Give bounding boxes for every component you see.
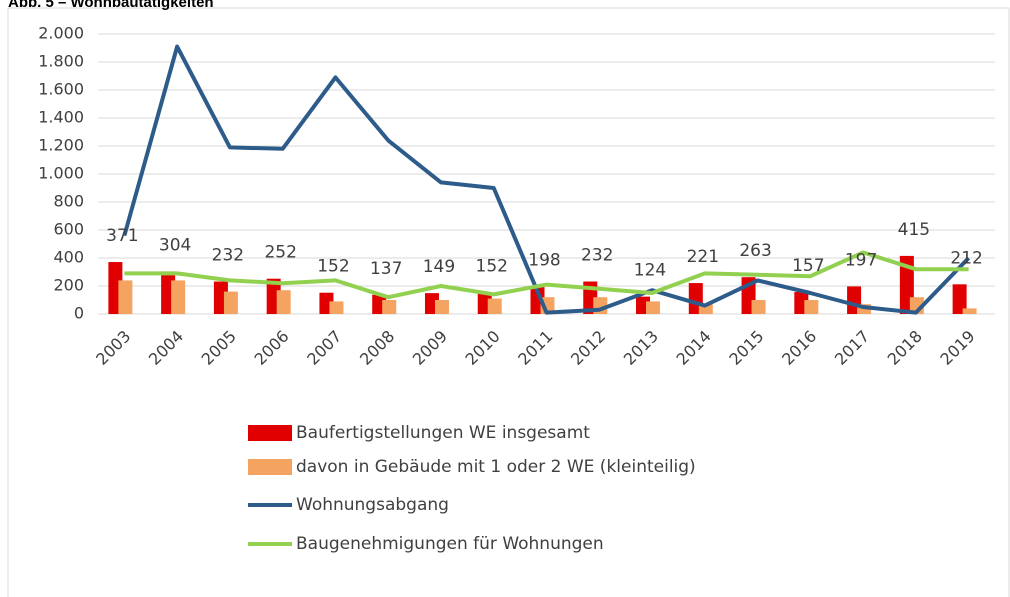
y-tick-label: 400 [53,248,84,267]
bar [962,308,977,314]
y-tick-label: 800 [53,192,84,211]
bar [223,291,238,314]
bar [646,301,661,314]
bar [171,280,186,314]
data-label: 212 [950,248,982,268]
data-label: 124 [634,261,666,281]
y-tick-label: 1.800 [38,52,84,71]
legend-label: Wohnungsabgang [296,495,449,515]
line [124,250,969,300]
x-tick-label: 2003 [92,327,134,369]
data-label: 415 [898,220,930,240]
legend-label: davon in Gebäude mit 1 oder 2 WE (kleint… [296,457,696,477]
data-label: 252 [264,243,296,263]
legend-label: Baugenehmigungen für Wohnungen [296,534,604,554]
x-tick-label: 2010 [462,327,504,369]
y-tick-label: 200 [53,276,84,295]
x-tick-label: 2017 [831,327,873,369]
bar [698,304,713,314]
data-label: 263 [739,241,771,261]
grid [98,33,995,315]
y-tick-label: 1.200 [38,136,84,155]
y-tick-label: 2.000 [38,24,84,43]
data-label: 232 [212,246,244,266]
data-label: 152 [476,257,508,277]
x-tick-label: 2012 [567,327,609,369]
data-label: 371 [106,226,138,246]
y-tick-label: 1.600 [38,80,84,99]
bar [276,290,291,314]
x-tick-label: 2008 [356,327,398,369]
x-tick-label: 2007 [303,327,345,369]
x-tick-label: 2018 [884,327,926,369]
x-tick-label: 2015 [725,327,767,369]
data-label: 304 [159,235,191,255]
chart-frame [7,7,1010,597]
x-tick-label: 2009 [409,327,451,369]
bar [751,300,766,314]
x-tick-label: 2006 [250,327,292,369]
x-tick-label: 2016 [778,327,820,369]
chart-title: Abb. 5 – Wohnbautätigkeiten [8,0,214,11]
data-label: 157 [792,256,824,276]
data-label: 221 [687,247,719,267]
y-tick-label: 0 [74,304,84,323]
bar [487,298,502,314]
x-tick-label: 2004 [145,327,187,369]
bar [952,284,967,314]
bar [804,300,819,314]
data-label: 198 [528,250,560,270]
x-tick-label: 2011 [514,327,556,369]
x-tick-label: 2014 [673,327,715,369]
line [122,44,971,315]
x-tick-label: 2019 [936,327,978,369]
bar [118,280,133,314]
legend-swatch [248,425,292,441]
data-label: 232 [581,246,613,266]
bar [329,301,344,314]
marks [108,44,977,315]
bar [434,300,449,314]
legend-label: Baufertigstellungen WE insgesamt [296,423,590,443]
legend-swatch [248,459,292,475]
data-label: 137 [370,259,402,279]
data-label: 197 [845,250,877,270]
data-label: 152 [317,257,349,277]
y-tick-label: 1.000 [38,164,84,183]
bar [382,300,397,314]
data-label: 149 [423,257,455,277]
x-tick-label: 2013 [620,327,662,369]
y-tick-label: 1.400 [38,108,84,127]
x-tick-label: 2005 [198,327,240,369]
y-tick-label: 600 [53,220,84,239]
